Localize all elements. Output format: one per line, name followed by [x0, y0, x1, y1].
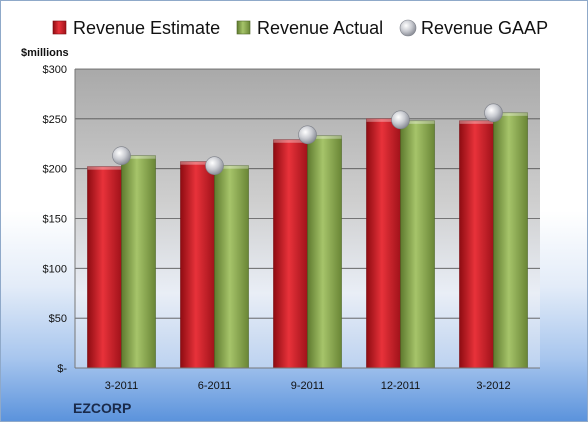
bar-revenue-actual-6-2011 [214, 165, 249, 369]
bar-top-highlight-revenue-estimate-6-2011 [180, 161, 215, 165]
bar-revenue-estimate-6-2011 [180, 161, 215, 369]
bar-top-highlight-revenue-actual-3-2011 [121, 155, 156, 159]
bar-top-highlight-revenue-actual-6-2011 [214, 165, 249, 169]
marker-revenue-gaap-3-2011 [112, 146, 131, 166]
bar-top-highlight-revenue-actual-9-2011 [307, 135, 342, 139]
bar-revenue-estimate-3-2011 [87, 166, 122, 369]
legend-swatch-revenue-gaap [399, 19, 417, 37]
y-tick-label-300: $300 [43, 64, 67, 76]
bar-top-highlight-revenue-estimate-12-2011 [366, 118, 401, 122]
legend-swatch-revenue-actual [236, 20, 251, 35]
legend-label-revenue-estimate: Revenue Estimate [73, 18, 220, 38]
legend-swatch-revenue-estimate [52, 20, 67, 35]
y-tick-label-50: $50 [49, 313, 67, 325]
marker-revenue-gaap-9-2011 [298, 125, 317, 145]
bar-revenue-estimate-9-2011 [273, 139, 308, 369]
x-tick-label-6-2011: 6-2011 [198, 380, 231, 392]
y-tick-label-150: $150 [43, 214, 67, 226]
bar-revenue-estimate-12-2011 [366, 118, 401, 369]
axes: $- $50 $100 $150 $200 $250 $300 3-2011 6-2011 9-2… [43, 64, 540, 392]
gaap-markers [112, 103, 503, 175]
unit-label: $millions [21, 47, 69, 59]
marker-revenue-gaap-6-2011 [205, 156, 224, 175]
y-tick-label-200: $200 [43, 164, 67, 176]
legend: Revenue Estimate Revenue Actual Revenue GA… [52, 18, 548, 38]
y-tick-label-250: $250 [43, 114, 67, 126]
x-tick-label-3-2012: 3-2012 [476, 380, 510, 392]
legend-label-revenue-actual: Revenue Actual [257, 18, 383, 38]
bar-revenue-actual-3-2012 [493, 112, 528, 369]
x-tick-label-9-2011: 9-2011 [291, 380, 324, 392]
y-tick-label-0: $- [57, 363, 67, 375]
bar-top-highlight-revenue-estimate-9-2011 [273, 139, 308, 143]
bar-revenue-actual-3-2011 [121, 155, 156, 369]
legend-label-revenue-gaap: Revenue GAAP [421, 18, 548, 38]
marker-revenue-gaap-3-2012 [484, 103, 503, 123]
bar-top-highlight-revenue-estimate-3-2011 [87, 166, 122, 170]
bar-revenue-actual-12-2011 [400, 120, 435, 369]
x-tick-label-12-2011: 12-2011 [381, 380, 421, 392]
company-label: EZCORP [73, 400, 131, 416]
marker-revenue-gaap-12-2011 [391, 110, 410, 130]
x-tick-label-3-2011: 3-2011 [105, 380, 138, 392]
bar-top-highlight-revenue-estimate-3-2012 [459, 120, 494, 124]
bars [87, 112, 528, 369]
bar-revenue-actual-9-2011 [307, 135, 342, 369]
bar-top-highlight-revenue-actual-12-2011 [400, 120, 435, 124]
y-tick-label-100: $100 [43, 263, 67, 275]
bar-revenue-estimate-3-2012 [459, 120, 494, 369]
bar-top-highlight-revenue-actual-3-2012 [493, 112, 528, 116]
